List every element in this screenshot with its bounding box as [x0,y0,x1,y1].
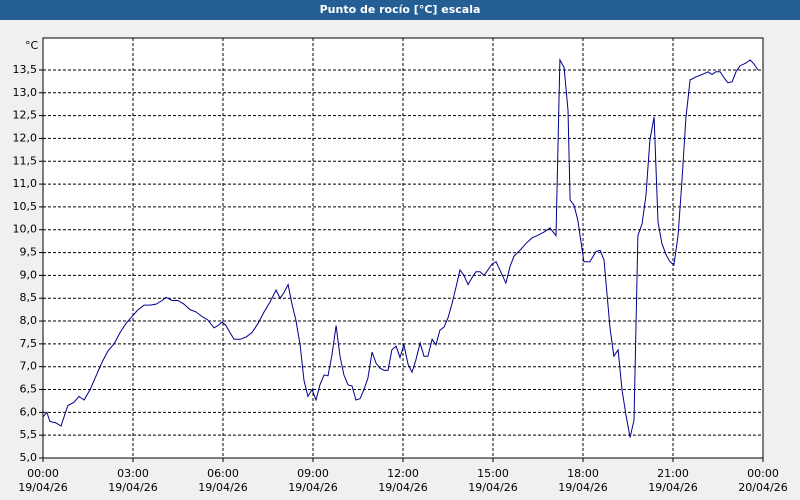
x-tick-label: 09:00 19/04/26 [288,467,338,494]
y-tick-label: 9,5 [20,246,38,259]
y-tick-label: 12,5 [13,109,38,122]
x-tick-label: 06:00 19/04/26 [198,467,248,494]
y-tick-label: 8,5 [20,291,38,304]
y-tick-label: 9,0 [20,268,38,281]
y-tick-label: 5,0 [20,451,38,464]
y-unit: °C [25,39,39,52]
y-tick-label: 6,0 [20,405,38,418]
y-tick-label: 7,0 [20,360,38,373]
y-tick-label: 11,0 [13,177,38,190]
y-tick-label: 5,5 [20,428,38,441]
y-tick-label: 13,5 [13,63,38,76]
x-tick-label: 21:00 19/04/26 [648,467,698,494]
y-tick-label: 12,0 [13,131,38,144]
y-tick-label: 10,0 [13,223,38,236]
y-tick-label: 13,0 [13,86,38,99]
y-tick-label: 8,0 [20,314,38,327]
y-tick-label: 7,5 [20,337,38,350]
y-tick-label: 11,5 [13,154,38,167]
x-tick-label: 12:00 19/04/26 [378,467,428,494]
line [42,58,759,438]
y-tick-label: 10,5 [13,200,38,213]
chart-title: Punto de rocío [°C] escala [0,0,800,20]
x-tick-label: 15:00 19/04/26 [468,467,518,494]
x-tick-label: 00:00 20/04/26 [738,467,788,494]
x-tick-label: 03:00 19/04/26 [108,467,158,494]
x-tick-label: 00:00 19/04/26 [18,467,68,494]
y-tick-label: 6,5 [20,383,38,396]
x-tick-label: 18:00 19/04/26 [558,467,608,494]
